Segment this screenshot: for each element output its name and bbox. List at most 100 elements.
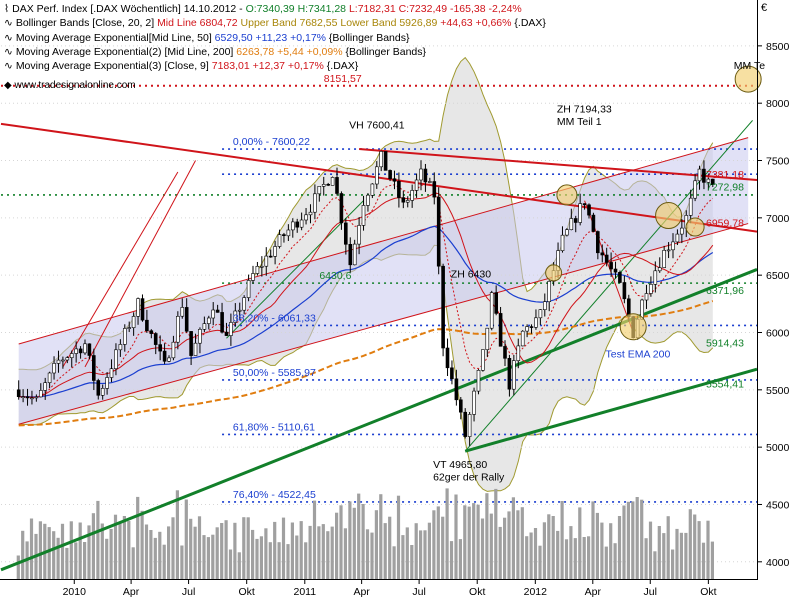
volume-bar — [693, 514, 697, 579]
volume-bar — [29, 518, 34, 579]
ema50-line — [18, 225, 714, 398]
volume-bar — [635, 497, 639, 579]
price-bar-body — [503, 346, 507, 359]
volume-bar — [648, 521, 653, 579]
legend-bollinger-upper: Upper Band 7682,55 — [240, 17, 338, 30]
volume-bar — [533, 528, 538, 579]
volume-bar — [445, 488, 449, 579]
price-bar-body — [511, 360, 516, 390]
volume-bar — [671, 549, 675, 579]
volume-bar — [520, 507, 524, 579]
trend-channel-layer — [18, 137, 749, 425]
volume-bar — [228, 549, 233, 579]
volume-bar — [525, 536, 529, 579]
level-label: 38,20% - 6061,33 — [233, 312, 316, 324]
price-bar-body — [379, 151, 384, 168]
volume-bar — [264, 528, 268, 579]
chart-annotation: VH 7600,41 — [349, 119, 405, 131]
price-bar-body — [445, 347, 450, 369]
price-bar-body — [419, 168, 423, 181]
price-bar-body — [96, 380, 101, 396]
volume-bar — [153, 537, 157, 579]
legend-bollinger-row: ∿ Bollinger Bands [Close, 20, 2] Mid Line… — [4, 16, 546, 30]
x-tick-label: 2012 — [524, 586, 548, 598]
volume-bar — [352, 507, 356, 579]
resistance-line-vh — [359, 148, 758, 182]
legend-open: O:7340,39 — [245, 3, 295, 15]
x-tick-label: Jul — [412, 586, 425, 598]
volume-bar — [551, 516, 555, 579]
level-label: 8151,57 — [324, 73, 362, 85]
price-bar-body — [441, 265, 445, 349]
price-bar-body — [162, 350, 167, 362]
volume-bar — [21, 530, 25, 579]
chart-annotation: ZH 7194,33 — [557, 103, 612, 115]
price-bar-body — [339, 193, 344, 224]
price-bar-body — [565, 229, 569, 236]
volume-bar — [220, 523, 224, 579]
price-bar-body — [604, 254, 609, 263]
volume-bar — [582, 537, 586, 579]
volume-bar — [595, 512, 599, 579]
price-bar-body — [582, 203, 587, 206]
y-axis: 4000 4500 5000 5500 6000 6500 7000 7500 8000 8500 — [757, 41, 790, 569]
price-bar-body — [224, 331, 229, 336]
price-bar-body — [335, 177, 339, 194]
ema50-series-icon: ∿ — [4, 31, 13, 44]
level-label: 50,00% - 5585,97 — [233, 367, 316, 379]
volume-bar — [233, 522, 237, 579]
price-bar-body — [171, 341, 176, 359]
x-tick-label: Jul — [644, 586, 657, 598]
price-bar-body — [16, 389, 21, 397]
volume-bar — [679, 532, 683, 579]
price-bar-body — [118, 344, 123, 351]
price-bar-body — [286, 229, 291, 237]
fan-line — [84, 160, 196, 368]
chart-legend: ⌇ DAX Perf. Index [.DAX Wöchentlich] 14.1… — [4, 2, 546, 73]
highlight-circle — [545, 264, 563, 282]
volume-bar — [171, 517, 175, 579]
volume-bar — [113, 514, 118, 579]
volume-bar — [379, 494, 383, 579]
price-bar-body — [140, 298, 145, 321]
price-bar-body — [299, 219, 304, 228]
price-bar-body — [83, 343, 87, 354]
y-tick-label: 5000 — [766, 442, 790, 454]
price-bar-body — [693, 180, 697, 199]
legend-ema200-row: ∿ Moving Average Exponential(2) [Mid Line… — [4, 45, 546, 59]
price-bar-body — [21, 396, 25, 399]
price-bar-body — [644, 293, 649, 301]
volume-bar — [573, 538, 577, 579]
price-bar-body — [304, 214, 308, 221]
currency-label: € — [761, 2, 768, 14]
bollinger-band-area — [18, 57, 713, 492]
ema200-line — [18, 300, 714, 427]
volume-bar — [600, 522, 604, 579]
chart-annotation: MM Teil 1 — [557, 116, 602, 128]
volume-bar — [688, 509, 692, 579]
legend-ema200-value: 6263,78 +5,44 +0,09% — [236, 45, 343, 58]
volume-bar — [458, 539, 462, 579]
chart-labels-layer: 8151,57 0,00% - 7600,22 6430,6 38,20% - 606… — [233, 60, 765, 501]
price-bar-body — [282, 234, 286, 237]
price-bar-body — [47, 372, 52, 383]
price-bar-body — [653, 270, 658, 285]
volume-bar — [215, 527, 219, 579]
volume-bar — [65, 547, 69, 579]
price-bar-body — [489, 292, 494, 329]
price-bar-body — [450, 367, 454, 380]
volume-bar — [436, 506, 440, 579]
price-bar-body — [525, 326, 529, 332]
legend-ema50-value: 6529,50 +11,23 +0,17% — [214, 31, 326, 44]
price-bar-body — [242, 297, 246, 311]
volume-bar — [189, 518, 193, 579]
volume-bar — [480, 518, 485, 579]
y-tick-label: 6500 — [766, 270, 790, 282]
volume-bar — [666, 516, 670, 579]
x-tick-label: Okt — [239, 586, 255, 598]
price-bar-body — [220, 312, 224, 333]
price-bar-body — [383, 151, 388, 171]
legend-ema50-name: Moving Average Exponential[Mid Line, 50] — [15, 31, 215, 44]
price-bar-body — [538, 309, 543, 319]
legend-title: DAX Perf. Index [.DAX Wöchentlich] 14.10… — [12, 3, 246, 15]
